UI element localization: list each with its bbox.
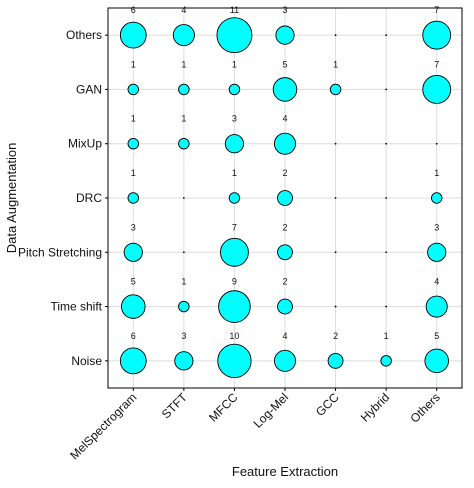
count-label: 7	[434, 59, 439, 69]
count-label: 1	[181, 59, 186, 69]
bubble-gan-others	[422, 75, 452, 104]
bubble-others-others	[422, 20, 452, 50]
count-label: 5	[434, 331, 439, 341]
bubble-gan-melspectrogram	[127, 83, 140, 96]
count-label: 3	[131, 222, 136, 232]
bubble-noise-others	[424, 348, 449, 374]
count-label: 1	[181, 277, 186, 287]
count-label: 7	[232, 222, 237, 232]
empty-dot	[334, 251, 337, 254]
bubble-drc-melspectrogram	[127, 192, 140, 204]
bubble-mixup-stft	[178, 137, 190, 150]
count-labels: 6 4 11 3 71 1 1 5 1 71 1 3 41 1 2 13 7 2 35 1 9 2 46 3 10 4 2 1 5	[131, 5, 439, 341]
count-label: 4	[282, 331, 287, 341]
count-label: 1	[384, 331, 389, 341]
count-label: 6	[131, 5, 136, 15]
y-tick-gan: GAN	[76, 82, 102, 96]
bubble-pitch-stretching-log-mel	[277, 244, 293, 261]
bubble-pitch-stretching-melspectrogram	[123, 242, 143, 262]
y-tick-labels: Others GAN MixUp DRC Pitch Stretching Time sh…	[18, 28, 108, 368]
y-tick-pitch-stretching: Pitch Stretching	[18, 245, 102, 259]
bubble-time-shift-mfcc	[218, 290, 251, 323]
count-label: 6	[131, 331, 136, 341]
bubble-noise-stft	[174, 351, 194, 371]
count-label: 1	[232, 168, 237, 178]
bubble-time-shift-others	[425, 295, 448, 318]
count-label: 1	[131, 168, 136, 178]
empty-dot	[334, 34, 337, 37]
count-label: 3	[232, 114, 237, 124]
y-tick-drc: DRC	[76, 191, 102, 205]
bubble-drc-mfcc	[228, 192, 241, 204]
bubble-mixup-melspectrogram	[127, 137, 140, 150]
bubble-time-shift-melspectrogram	[121, 294, 146, 319]
count-label: 5	[282, 59, 287, 69]
bubble-others-mfcc	[216, 17, 253, 54]
count-label: 2	[333, 331, 338, 341]
empty-dot	[435, 142, 438, 145]
count-label: 1	[181, 114, 186, 124]
bubble-gan-log-mel	[272, 77, 298, 102]
bubble-time-shift-stft	[178, 300, 190, 313]
empty-dot	[334, 142, 337, 145]
empty-dot	[334, 197, 337, 199]
empty-dot	[182, 251, 185, 254]
y-axis-title: Data Augmentation	[4, 143, 19, 254]
bubble-noise-log-mel	[273, 349, 297, 372]
empty-dot	[385, 197, 388, 199]
bubble-drc-others	[430, 192, 443, 204]
count-label: 3	[282, 5, 287, 15]
count-label: 1	[131, 59, 136, 69]
count-label: 3	[434, 222, 439, 232]
empty-dot	[385, 34, 388, 37]
bubble-gan-stft	[178, 83, 190, 96]
bubble-noise-hybrid	[380, 355, 392, 367]
bubbles	[119, 17, 452, 378]
empty-dot	[385, 251, 388, 254]
count-label: 9	[232, 277, 237, 287]
count-label: 11	[230, 5, 239, 15]
empty-dot	[385, 142, 388, 145]
bubble-pitch-stretching-others	[427, 242, 447, 262]
count-label: 4	[282, 114, 287, 124]
bubble-drc-log-mel	[277, 190, 293, 206]
y-tick-time-shift: Time shift	[50, 300, 102, 314]
bubble-noise-gcc	[327, 352, 344, 369]
y-tick-mixup: MixUp	[68, 137, 102, 151]
bubble-mixup-log-mel	[273, 132, 297, 155]
count-label: 2	[282, 222, 287, 232]
bubble-others-melspectrogram	[119, 21, 147, 49]
count-label: 1	[333, 59, 338, 69]
empty-dot	[334, 305, 337, 308]
bubble-pitch-stretching-mfcc	[220, 237, 249, 267]
count-label: 5	[131, 277, 136, 287]
count-label: 1	[232, 59, 237, 69]
count-label: 7	[434, 5, 439, 15]
bubble-gan-mfcc	[228, 83, 241, 96]
empty-dot	[385, 305, 388, 308]
empty-dot	[385, 88, 388, 91]
count-label: 2	[282, 168, 287, 178]
bubble-noise-melspectrogram	[119, 347, 147, 375]
y-tick-others: Others	[66, 28, 102, 42]
bubble-mixup-mfcc	[224, 134, 245, 154]
count-label: 1	[434, 168, 439, 178]
y-tick-noise: Noise	[71, 354, 102, 368]
count-label: 4	[434, 277, 439, 287]
bubble-time-shift-log-mel	[277, 298, 293, 315]
empty-dot	[182, 197, 185, 199]
bubble-gan-gcc	[329, 83, 342, 96]
bubble-others-log-mel	[275, 25, 295, 45]
bubble-others-stft	[172, 24, 195, 47]
bubble-noise-mfcc	[217, 343, 252, 378]
count-label: 3	[181, 331, 186, 341]
count-label: 2	[282, 277, 287, 287]
count-label: 10	[229, 331, 239, 341]
x-axis-title: Feature Extraction	[232, 464, 338, 479]
count-label: 4	[181, 5, 186, 15]
count-label: 1	[131, 114, 136, 124]
